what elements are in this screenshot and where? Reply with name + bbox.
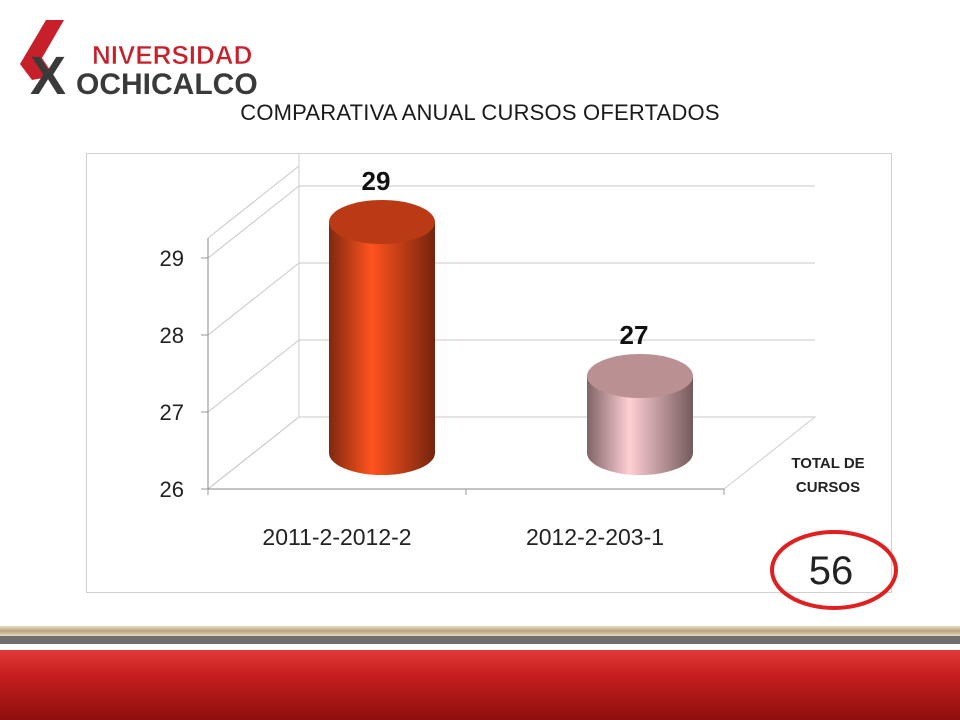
bar-chart: 26 27 28 29 29 2011-2-2012-2 27 2012-2-203-1 xyxy=(160,154,817,550)
footer-red-band xyxy=(0,650,960,720)
university-logo: X NIVERSIDAD OCHICALCO xyxy=(20,20,258,98)
gridline-side xyxy=(207,339,300,413)
footer-tan-stripe xyxy=(0,626,960,636)
logo-x-letter: X xyxy=(30,46,66,98)
gridline-side xyxy=(207,185,300,259)
y-tick-label: 29 xyxy=(160,246,184,271)
gridline-side xyxy=(207,262,300,336)
bar-cylinder-top xyxy=(329,200,435,244)
chart-title: COMPARATIVA ANUAL CURSOS OFERTADOS xyxy=(240,100,720,125)
logo-swoosh-icon xyxy=(20,20,64,80)
logo-line2: OCHICALCO xyxy=(76,68,258,98)
total-circle xyxy=(770,530,898,610)
x-tick-label: 2011-2-2012-2 xyxy=(262,524,411,550)
y-tick-label: 28 xyxy=(160,323,184,348)
gridline-top xyxy=(207,165,300,239)
bar-cylinder-body xyxy=(329,222,435,475)
bar-cylinder-body xyxy=(587,376,693,475)
total-value: 56 xyxy=(809,549,854,593)
x-tick-label: 2012-2-203-1 xyxy=(526,524,664,550)
total-badge: 56 xyxy=(770,530,898,610)
chart-frame: 26 27 28 29 29 2011-2-2012-2 27 2012-2-203-1 xyxy=(86,153,892,593)
y-tick-label: 26 xyxy=(160,477,184,502)
total-label: TOTAL DE CURSOS xyxy=(776,452,880,500)
data-label: 27 xyxy=(620,320,649,350)
footer-band xyxy=(0,626,960,720)
bar-cylinder-top xyxy=(587,354,693,398)
chart-floor xyxy=(206,416,817,490)
logo-line1: NIVERSIDAD xyxy=(92,40,252,70)
y-tick-label: 27 xyxy=(160,400,184,425)
footer-gray-stripe xyxy=(0,636,960,644)
gridline-side xyxy=(207,416,300,490)
data-label: 29 xyxy=(362,166,391,196)
